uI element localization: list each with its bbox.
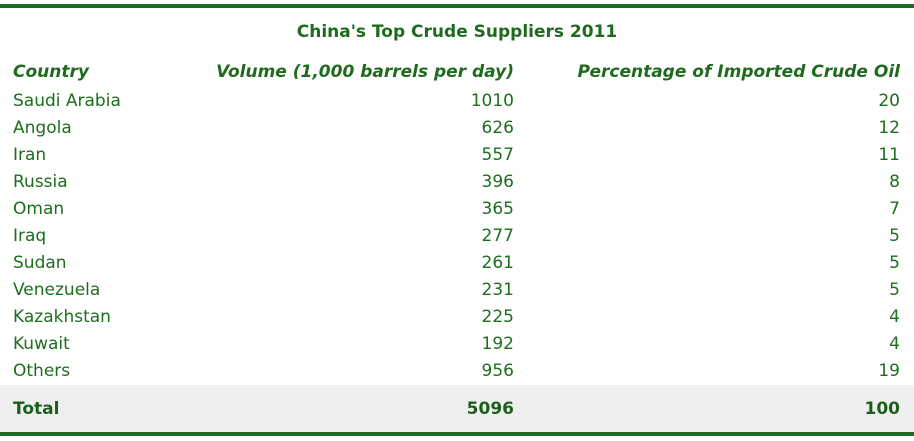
total-percentage: 100 bbox=[864, 399, 901, 419]
percentage-cell: 4 bbox=[889, 307, 900, 327]
volume-cell: 557 bbox=[481, 145, 514, 165]
table-row: Kuwait 192 4 bbox=[0, 331, 914, 358]
percentage-cell: 5 bbox=[889, 253, 900, 273]
volume-cell: 396 bbox=[481, 172, 514, 192]
country-cell: Venezuela bbox=[13, 280, 101, 300]
country-cell: Russia bbox=[13, 172, 68, 192]
volume-cell: 365 bbox=[481, 199, 514, 219]
table-row: Angola 626 12 bbox=[0, 115, 914, 142]
column-header-country: Country bbox=[13, 62, 89, 82]
country-cell: Iran bbox=[13, 145, 47, 165]
country-cell: Kuwait bbox=[13, 334, 70, 354]
table-row: Iraq 277 5 bbox=[0, 223, 914, 250]
percentage-cell: 5 bbox=[889, 280, 900, 300]
volume-cell: 956 bbox=[481, 361, 514, 381]
percentage-cell: 11 bbox=[878, 145, 900, 165]
percentage-cell: 19 bbox=[878, 361, 900, 381]
volume-cell: 231 bbox=[481, 280, 514, 300]
top-rule bbox=[0, 4, 914, 8]
bottom-rule bbox=[0, 432, 914, 436]
percentage-cell: 4 bbox=[889, 334, 900, 354]
volume-cell: 192 bbox=[481, 334, 514, 354]
volume-cell: 225 bbox=[481, 307, 514, 327]
table-row: Oman 365 7 bbox=[0, 196, 914, 223]
column-header-percentage: Percentage of Imported Crude Oil bbox=[577, 62, 900, 82]
table-row: Kazakhstan 225 4 bbox=[0, 304, 914, 331]
table-row: Saudi Arabia 1010 20 bbox=[0, 88, 914, 115]
total-row: Total 5096 100 bbox=[0, 385, 914, 432]
country-cell: Sudan bbox=[13, 253, 67, 273]
volume-cell: 626 bbox=[481, 118, 514, 138]
volume-cell: 1010 bbox=[470, 91, 514, 111]
percentage-cell: 7 bbox=[889, 199, 900, 219]
table-row: Sudan 261 5 bbox=[0, 250, 914, 277]
table-row: Iran 557 11 bbox=[0, 142, 914, 169]
total-volume: 5096 bbox=[466, 399, 514, 419]
volume-cell: 277 bbox=[481, 226, 514, 246]
table-row: Russia 396 8 bbox=[0, 169, 914, 196]
country-cell: Iraq bbox=[13, 226, 47, 246]
country-cell: Kazakhstan bbox=[13, 307, 111, 327]
percentage-cell: 20 bbox=[878, 91, 900, 111]
total-label: Total bbox=[13, 399, 60, 419]
column-header-volume: Volume (1,000 barrels per day) bbox=[216, 62, 514, 82]
volume-cell: 261 bbox=[481, 253, 514, 273]
percentage-cell: 12 bbox=[878, 118, 900, 138]
table-body: Saudi Arabia 1010 20 Angola 626 12 Iran 557 11 Ru… bbox=[0, 88, 914, 385]
percentage-cell: 5 bbox=[889, 226, 900, 246]
table-row: Others 956 19 bbox=[0, 358, 914, 385]
country-cell: Angola bbox=[13, 118, 72, 138]
country-cell: Saudi Arabia bbox=[13, 91, 121, 111]
country-cell: Oman bbox=[13, 199, 65, 219]
table-title: China's Top Crude Suppliers 2011 bbox=[296, 22, 618, 42]
percentage-cell: 8 bbox=[889, 172, 900, 192]
table-row: Venezuela 231 5 bbox=[0, 277, 914, 304]
country-cell: Others bbox=[13, 361, 71, 381]
